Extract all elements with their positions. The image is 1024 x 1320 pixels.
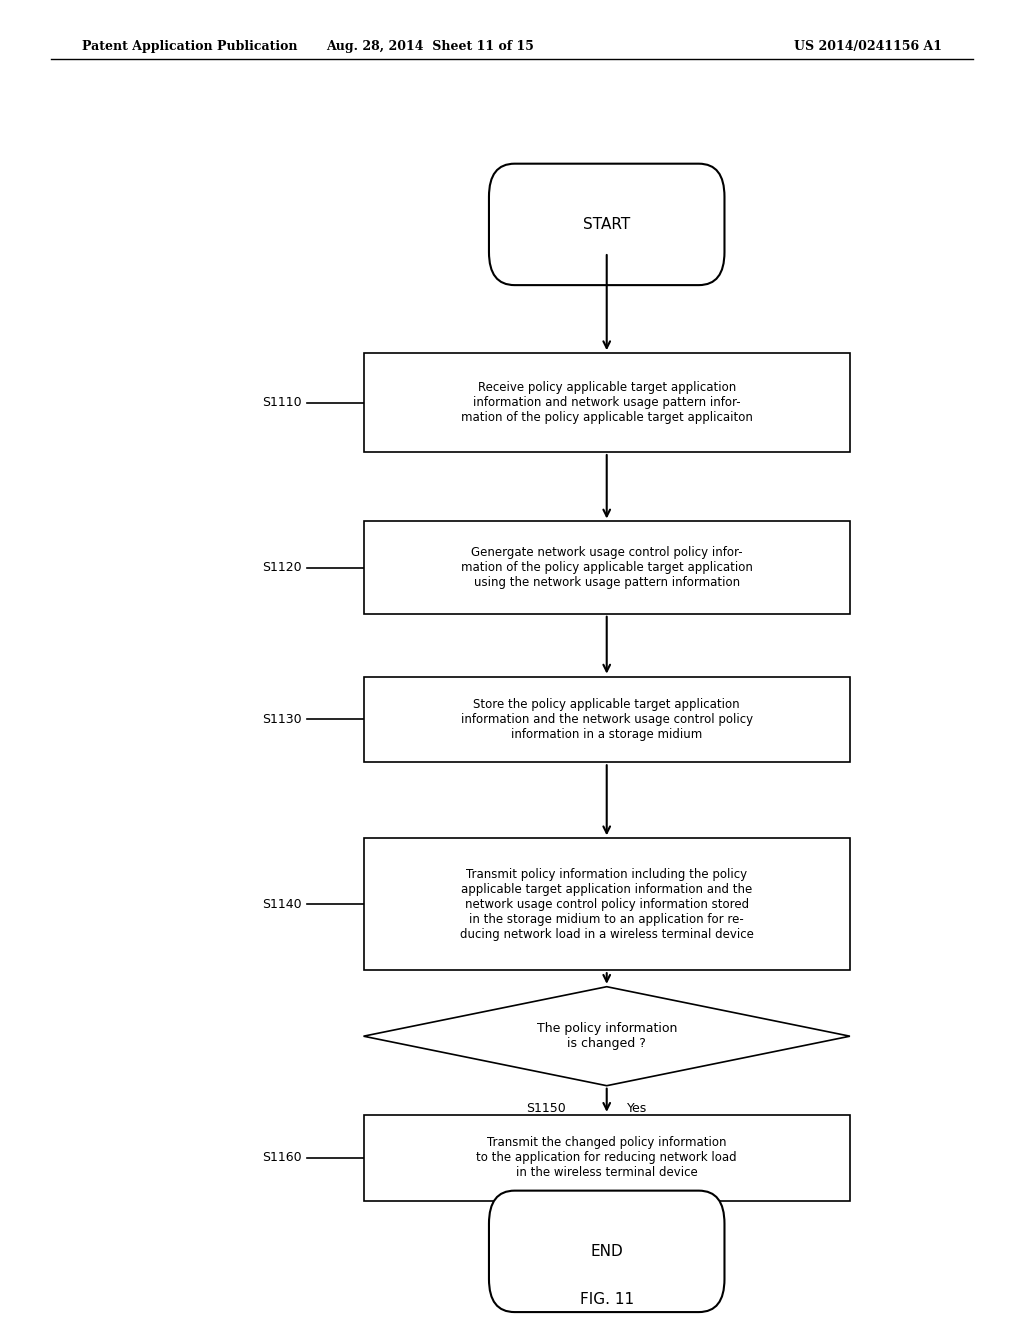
- Text: Store the policy applicable target application
information and the network usage: Store the policy applicable target appli…: [461, 698, 753, 741]
- Text: START: START: [583, 216, 631, 232]
- Text: END: END: [591, 1243, 623, 1259]
- Text: FIG. 11: FIG. 11: [580, 1292, 634, 1307]
- Polygon shape: [364, 987, 850, 1085]
- Text: S1160: S1160: [262, 1151, 302, 1164]
- FancyBboxPatch shape: [489, 164, 725, 285]
- Text: Transmit policy information including the policy
applicable target application i: Transmit policy information including th…: [460, 867, 754, 941]
- Text: Patent Application Publication: Patent Application Publication: [82, 40, 297, 53]
- FancyBboxPatch shape: [364, 676, 850, 763]
- FancyBboxPatch shape: [364, 1114, 850, 1201]
- Text: Receive policy applicable target application
information and network usage patte: Receive policy applicable target applica…: [461, 381, 753, 424]
- FancyBboxPatch shape: [489, 1191, 725, 1312]
- FancyBboxPatch shape: [364, 838, 850, 970]
- Text: Aug. 28, 2014  Sheet 11 of 15: Aug. 28, 2014 Sheet 11 of 15: [326, 40, 535, 53]
- Text: S1150: S1150: [526, 1101, 565, 1114]
- FancyBboxPatch shape: [364, 521, 850, 614]
- Text: S1120: S1120: [262, 561, 302, 574]
- Text: S1110: S1110: [262, 396, 302, 409]
- Text: S1140: S1140: [262, 898, 302, 911]
- Text: S1130: S1130: [262, 713, 302, 726]
- Text: Yes: Yes: [627, 1101, 647, 1114]
- Text: Genergate network usage control policy infor-
mation of the policy applicable ta: Genergate network usage control policy i…: [461, 546, 753, 589]
- Text: Transmit the changed policy information
to the application for reducing network : Transmit the changed policy information …: [476, 1137, 737, 1179]
- Text: The policy information
is changed ?: The policy information is changed ?: [537, 1022, 677, 1051]
- FancyBboxPatch shape: [364, 354, 850, 451]
- Text: US 2014/0241156 A1: US 2014/0241156 A1: [794, 40, 942, 53]
